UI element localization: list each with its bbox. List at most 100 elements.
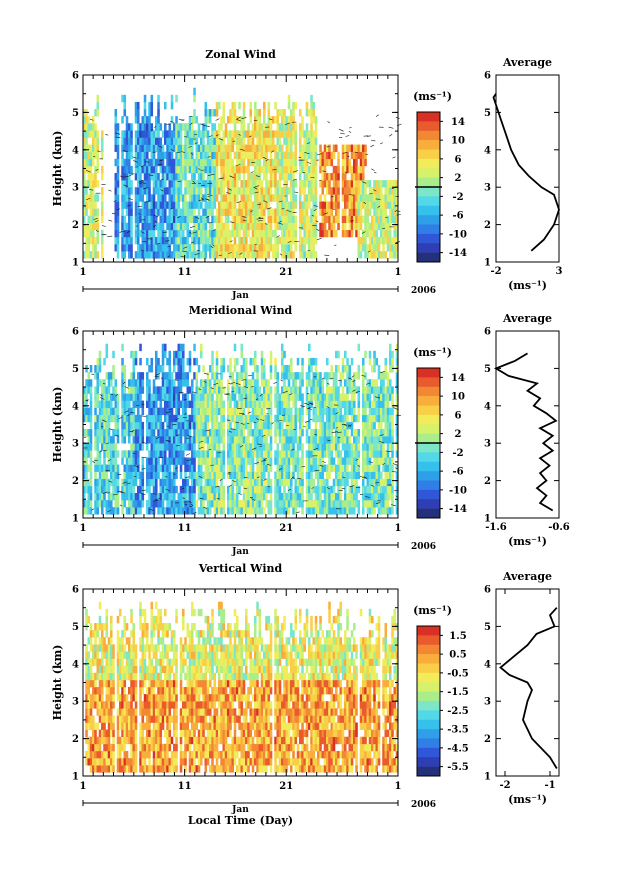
heatmap-cell [276,478,280,487]
heatmap-cell [220,137,223,145]
heatmap-cell [267,485,271,494]
heatmap-cell [229,365,232,373]
colorbar-swatch [417,205,440,216]
heatmap-cell [269,365,273,373]
heatmap-cell [179,379,183,387]
heatmap-cell [191,215,194,224]
heatmap-cell [281,357,284,366]
heatmap-cell [317,386,320,394]
heatmap-cell [380,421,383,430]
heatmap-cell [229,180,232,188]
heatmap-cell [146,137,149,145]
heatmap-cell [206,130,210,138]
heatmap-cell [213,436,217,444]
heatmap-cell [263,464,266,472]
heatmap-cell [148,379,151,387]
heatmap-cell [193,407,196,416]
heatmap-cell [213,172,217,181]
heatmap-cell [188,180,192,188]
heatmap-cell [186,151,190,160]
heatmap-cell [195,130,199,138]
heatmap-cell [175,421,178,430]
heatmap-cell [193,87,196,96]
heatmap-cell [179,414,183,423]
heatmap-cell [209,151,212,160]
heatmap-cell [220,485,223,494]
heatmap-cell [152,428,156,437]
heatmap-cell [170,208,174,216]
heatmap-cell [332,500,336,508]
heatmap-cell [114,421,118,430]
heatmap-cell [368,393,372,401]
heatmap-cell [247,428,250,437]
heatmap-cell [146,436,149,444]
heatmap-cell [152,485,156,494]
heatmap-cell [89,215,93,224]
heatmap-cell [96,236,100,245]
heatmap-cell [326,436,329,444]
heatmap-cell [137,407,140,416]
heatmap-cell [258,485,262,494]
heatmap-cell [123,244,127,252]
heatmap-cell [139,172,142,181]
heatmap-cell [323,372,327,380]
heatmap-cell [191,172,194,181]
heatmap-cell [386,180,390,188]
heatmap-cell [283,222,286,231]
heatmap-cell [292,379,295,387]
heatmap-cell [267,251,271,259]
heatmap-cell [377,187,381,195]
heatmap-cell [260,201,264,209]
heatmap-cell [341,158,345,167]
heatmap-cell [308,500,311,508]
heatmap-cell [184,158,187,167]
heatmap-cell [299,215,302,224]
heatmap-cell [276,507,280,515]
heatmap-cell [308,137,311,145]
heatmap-cell [377,208,381,216]
heatmap-cell [242,414,246,423]
heatmap-cell [368,436,372,444]
heatmap-cell [134,400,138,408]
heatmap-cell [292,172,295,181]
heatmap-cell [285,244,289,252]
heatmap-cell [139,400,142,408]
heatmap-cell [206,236,210,245]
heatmap-cell [231,194,235,202]
heatmap-cell [321,471,325,480]
contour-mark [177,216,181,218]
heatmap-cell [362,500,365,508]
heatmap-cell [173,393,176,401]
heatmap-cell [222,144,226,152]
heatmap-cell [96,414,100,423]
heatmap-cell [186,244,190,252]
heatmap-cell [240,158,244,167]
heatmap-cell [152,165,156,174]
heatmap-cell [281,144,284,152]
heatmap-cell [242,151,246,160]
heatmap-cell [204,251,208,259]
heatmap-cell [157,109,160,117]
heatmap-cell [353,485,356,494]
heatmap-cell [249,507,253,515]
heatmap-cell [114,500,118,508]
heatmap-cell [258,201,262,209]
heatmap-cell [161,236,165,245]
heatmap-cell [263,457,266,465]
heatmap-cell [168,151,172,160]
heatmap-cell [150,201,154,209]
heatmap-cell [114,158,118,167]
heatmap-cell [96,421,100,430]
heatmap-cell [200,507,203,515]
heatmap-cell [193,215,196,224]
heatmap-cell [238,172,241,181]
heatmap-cell [236,208,239,216]
heatmap-cell [170,457,174,465]
heatmap-cell [193,471,196,480]
heatmap-cell [368,450,372,458]
heatmap-cell [353,386,356,394]
heatmap-cell [222,421,226,430]
heatmap-cell [191,144,194,152]
heatmap-cell [299,393,302,401]
heatmap-cell [371,215,374,224]
